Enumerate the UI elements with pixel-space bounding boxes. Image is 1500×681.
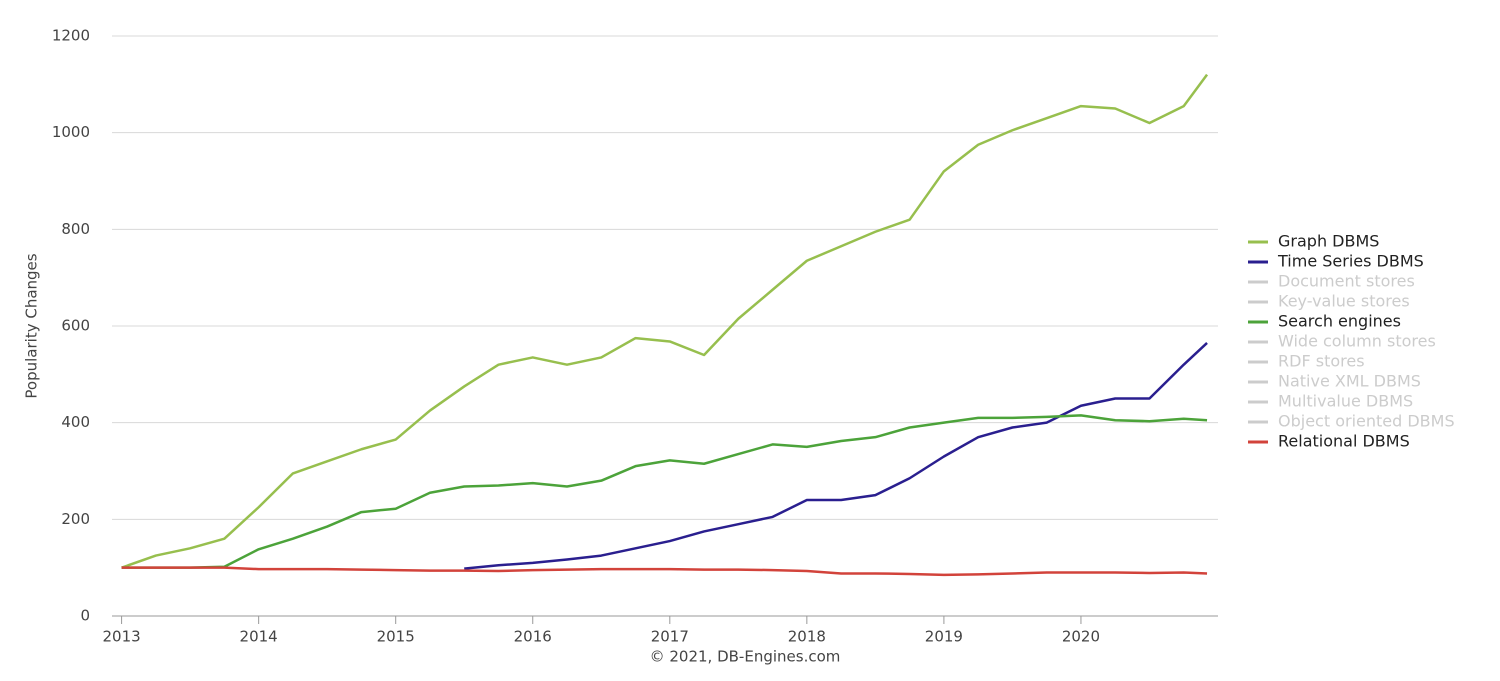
y-tick-label: 600 [61, 317, 90, 335]
x-tick-label: 2019 [925, 628, 963, 646]
legend-label: Object oriented DBMS [1278, 412, 1455, 431]
legend-label: Relational DBMS [1278, 432, 1410, 451]
legend-label: Native XML DBMS [1278, 372, 1421, 391]
y-tick-label: 1000 [52, 123, 90, 141]
x-tick-label: 2013 [102, 628, 140, 646]
y-tick-label: 1200 [52, 27, 90, 45]
y-tick-label: 800 [61, 220, 90, 238]
x-tick-label: 2018 [788, 628, 826, 646]
legend-label: Multivalue DBMS [1278, 392, 1413, 411]
x-tick-label: 2017 [651, 628, 689, 646]
y-tick-label: 0 [80, 607, 90, 625]
legend-label: Document stores [1278, 272, 1415, 291]
series-line [121, 566, 1208, 577]
x-tick-label: 2020 [1062, 628, 1100, 646]
x-tick-label: 2014 [240, 628, 278, 646]
legend-label: Time Series DBMS [1277, 252, 1424, 271]
credit: © 2021, DB-Engines.com [650, 648, 841, 666]
x-tick-label: 2015 [377, 628, 415, 646]
series-line [464, 342, 1208, 570]
legend-label: Wide column stores [1278, 332, 1436, 351]
legend-label: Search engines [1278, 312, 1401, 331]
legend-label: RDF stores [1278, 352, 1365, 371]
legend-label: Key-value stores [1278, 292, 1410, 311]
x-tick-label: 2016 [514, 628, 552, 646]
y-tick-label: 200 [61, 510, 90, 528]
series-line [121, 73, 1209, 569]
y-axis-label: Popularity Changes [23, 253, 41, 398]
y-tick-label: 400 [61, 413, 90, 431]
legend-label: Graph DBMS [1278, 232, 1379, 251]
series-line [121, 414, 1208, 569]
